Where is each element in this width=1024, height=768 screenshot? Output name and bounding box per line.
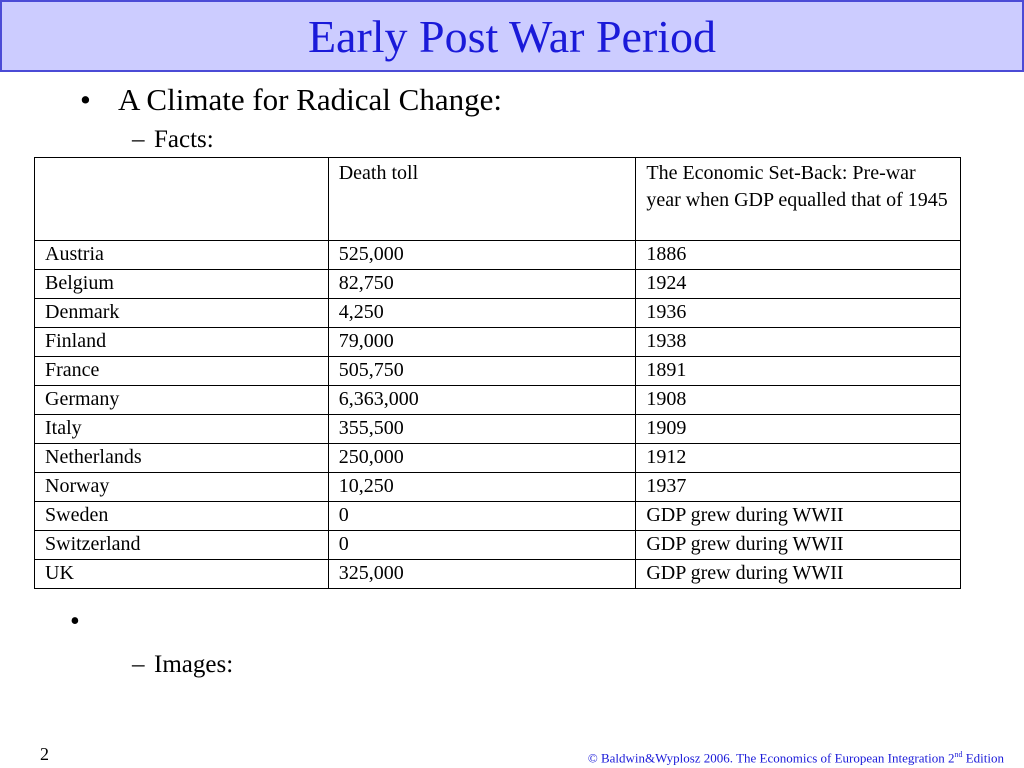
death-toll-cell: 355,500 — [327, 414, 637, 444]
edition-suffix: Edition — [962, 750, 1004, 766]
gdp-year-cell: 1938 — [635, 327, 961, 357]
table-row: France 505,750 1891 — [34, 356, 961, 386]
death-toll-cell: 0 — [327, 530, 637, 560]
main-bullet: • A Climate for Radical Change: — [80, 82, 502, 118]
gdp-year-cell: 1909 — [635, 414, 961, 444]
images-subbullet: – Images: — [132, 651, 233, 679]
table-row: UK 325,000 GDP grew during WWII — [34, 559, 961, 589]
slide-title: Early Post War Period — [307, 10, 717, 62]
death-toll-cell: 0 — [327, 501, 637, 531]
facts-label: Facts: — [154, 126, 214, 153]
country-cell: Sweden — [34, 501, 329, 531]
bullet-icon: • — [70, 606, 80, 637]
bullet-icon: • — [80, 82, 91, 117]
gdp-year-cell: 1891 — [635, 356, 961, 386]
main-bullet-text: A Climate for Radical Change: — [118, 82, 502, 117]
death-toll-cell: 79,000 — [327, 327, 637, 357]
facts-table: Death toll The Economic Set-Back: Pre-war… — [34, 157, 961, 589]
country-cell: Finland — [34, 327, 329, 357]
gdp-year-cell: 1924 — [635, 269, 961, 299]
title-bar: Early Post War Period — [0, 0, 1024, 72]
table-row: Finland 79,000 1938 — [34, 327, 961, 357]
images-label: Images: — [154, 651, 234, 678]
facts-subbullet: – Facts: — [132, 126, 214, 154]
table-row: Netherlands 250,000 1912 — [34, 443, 961, 473]
gdp-year-cell: 1937 — [635, 472, 961, 502]
death-toll-cell: 325,000 — [327, 559, 637, 589]
table-row: Austria 525,000 1886 — [34, 240, 961, 270]
death-toll-cell: 82,750 — [327, 269, 637, 299]
table-row: Italy 355,500 1909 — [34, 414, 961, 444]
death-toll-cell: 505,750 — [327, 356, 637, 386]
copyright-footer: © Baldwin&Wyplosz 2006. The Economics of… — [588, 750, 1004, 766]
dash-icon: – — [132, 126, 145, 153]
death-toll-cell: 6,363,000 — [327, 385, 637, 415]
table-row: Norway 10,250 1937 — [34, 472, 961, 502]
country-cell: Switzerland — [34, 530, 329, 560]
table-header-cell — [34, 157, 329, 241]
table-header-cell: The Economic Set-Back: Pre-war year when… — [635, 157, 961, 241]
table-row: Denmark 4,250 1936 — [34, 298, 961, 328]
table-row: Germany 6,363,000 1908 — [34, 385, 961, 415]
empty-bullet: • — [70, 606, 80, 638]
table-row: Sweden 0 GDP grew during WWII — [34, 501, 961, 531]
table-header-row: Death toll The Economic Set-Back: Pre-war… — [34, 157, 961, 241]
gdp-year-cell: GDP grew during WWII — [635, 501, 961, 531]
gdp-year-cell: 1936 — [635, 298, 961, 328]
country-cell: UK — [34, 559, 329, 589]
death-toll-cell: 4,250 — [327, 298, 637, 328]
country-cell: Denmark — [34, 298, 329, 328]
country-cell: Germany — [34, 385, 329, 415]
death-toll-cell: 10,250 — [327, 472, 637, 502]
gdp-year-cell: GDP grew during WWII — [635, 530, 961, 560]
gdp-year-cell: GDP grew during WWII — [635, 559, 961, 589]
gdp-year-cell: 1912 — [635, 443, 961, 473]
edition-superscript: nd — [954, 750, 963, 759]
page-number: 2 — [40, 744, 49, 764]
dash-icon: – — [132, 651, 145, 678]
death-toll-cell: 525,000 — [327, 240, 637, 270]
table-row: Switzerland 0 GDP grew during WWII — [34, 530, 961, 560]
table-header-cell: Death toll — [327, 157, 637, 241]
country-cell: Italy — [34, 414, 329, 444]
gdp-year-cell: 1886 — [635, 240, 961, 270]
gdp-year-cell: 1908 — [635, 385, 961, 415]
country-cell: France — [34, 356, 329, 386]
death-toll-cell: 250,000 — [327, 443, 637, 473]
country-cell: Austria — [34, 240, 329, 270]
country-cell: Norway — [34, 472, 329, 502]
copyright-text: © Baldwin&Wyplosz 2006. The Economics of… — [587, 750, 955, 766]
country-cell: Belgium — [34, 269, 329, 299]
table-row: Belgium 82,750 1924 — [34, 269, 961, 299]
country-cell: Netherlands — [34, 443, 329, 473]
